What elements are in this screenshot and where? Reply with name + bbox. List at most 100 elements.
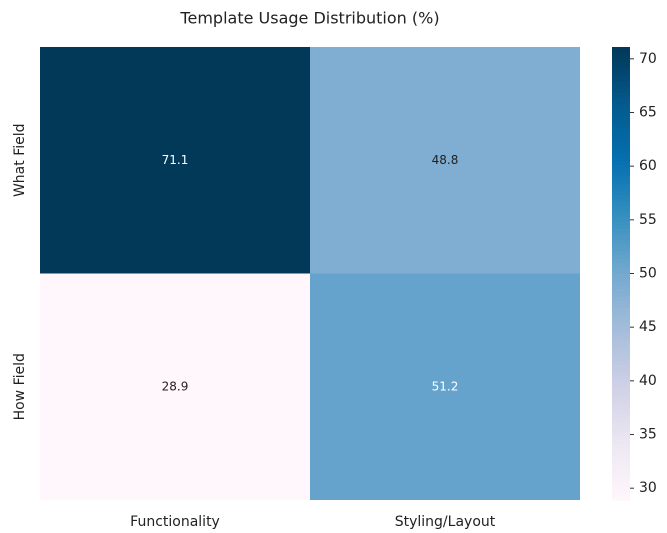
colorbar-segment: [612, 84, 630, 90]
colorbar-segment: [612, 296, 630, 301]
colorbar-tick-label: 30: [639, 480, 657, 496]
colorbar-segment: [612, 69, 630, 75]
colorbar-segment: [612, 413, 630, 418]
colorbar-segment: [612, 352, 630, 358]
colorbar-segment: [612, 386, 630, 392]
colorbar-segment: [612, 447, 630, 452]
colorbar-segment: [612, 258, 630, 263]
colorbar-segment: [612, 390, 630, 395]
colorbar-segment: [612, 54, 630, 59]
colorbar-segment: [612, 220, 630, 226]
colorbar-segment: [612, 148, 630, 154]
colorbar-segment: [612, 182, 630, 188]
colorbar-segment: [612, 488, 630, 494]
colorbar-segment: [612, 367, 630, 373]
colorbar-segment: [612, 254, 630, 259]
colorbar-segment: [612, 394, 630, 399]
colorbar-segment: [612, 50, 630, 56]
cell-label: 28.9: [162, 379, 189, 393]
colorbar-segment: [612, 307, 630, 312]
colorbar-segment: [612, 356, 630, 361]
colorbar-segment: [612, 133, 630, 139]
colorbar-segment: [612, 473, 630, 478]
colorbar-tick-label: 65: [639, 104, 657, 120]
colorbar-segment: [612, 205, 630, 210]
colorbar-segment: [612, 231, 630, 237]
colorbar-segment: [612, 375, 630, 380]
colorbar-segment: [612, 420, 630, 426]
colorbar-segment: [612, 439, 630, 444]
colorbar-segment: [612, 265, 630, 271]
y-tick-label: How Field: [12, 353, 28, 420]
colorbar-segment: [612, 477, 630, 482]
colorbar-segment: [612, 198, 630, 203]
colorbar-segment: [612, 99, 630, 105]
colorbar-segment: [612, 458, 630, 463]
colorbar-segment: [612, 409, 630, 414]
heatmap-cell: [40, 47, 310, 274]
colorbar-segment: [612, 62, 630, 67]
colorbar-segment: [612, 224, 630, 229]
colorbar-segment: [612, 228, 630, 233]
colorbar-segment: [612, 492, 630, 497]
colorbar-segment: [612, 322, 630, 327]
colorbar-segment: [612, 326, 630, 331]
colorbar-segment: [612, 65, 630, 71]
colorbar-tick-label: 45: [639, 319, 657, 335]
colorbar-segment: [612, 156, 630, 161]
colorbar-segment: [612, 77, 630, 82]
colorbar-segment: [612, 114, 630, 120]
colorbar-segment: [612, 80, 630, 86]
chart-title: Template Usage Distribution (%): [179, 9, 439, 28]
colorbar-segment: [612, 496, 630, 501]
colorbar-segment: [612, 269, 630, 275]
colorbar-segment: [612, 179, 630, 184]
colorbar-segment: [612, 299, 630, 305]
colorbar-segment: [612, 111, 630, 116]
colorbar-segment: [612, 47, 630, 52]
colorbar-segment: [612, 209, 630, 214]
colorbar-segment: [612, 122, 630, 127]
colorbar-segment: [612, 262, 630, 267]
colorbar-segment: [612, 424, 630, 429]
heatmap-cell: [310, 273, 580, 500]
colorbar-segment: [612, 364, 630, 369]
x-tick-label: Functionality: [130, 514, 220, 530]
colorbar-segment: [612, 349, 630, 354]
colorbar-tick-label: 55: [639, 212, 657, 228]
colorbar-segment: [612, 443, 630, 448]
colorbar-segment: [612, 428, 630, 433]
colorbar-segment: [612, 118, 630, 124]
colorbar-segment: [612, 303, 630, 309]
colorbar-segment: [612, 435, 630, 441]
colorbar-segment: [612, 235, 630, 241]
colorbar-segment: [612, 379, 630, 384]
colorbar-tick-label: 50: [639, 266, 657, 282]
colorbar-segment: [612, 284, 630, 290]
colorbar-segment: [612, 341, 630, 346]
colorbar-segment: [612, 250, 630, 256]
colorbar-tick-label: 70: [639, 51, 657, 67]
colorbar-segment: [612, 462, 630, 467]
colorbar-segment: [612, 92, 630, 97]
cell-label: 71.1: [162, 153, 189, 167]
colorbar-segment: [612, 345, 630, 350]
colorbar-segment: [612, 484, 630, 490]
colorbar-segment: [612, 194, 630, 199]
colorbar-segment: [612, 337, 630, 343]
colorbar-segment: [612, 186, 630, 192]
colorbar-segment: [612, 107, 630, 112]
colorbar-segment: [612, 398, 630, 403]
colorbar-segment: [612, 164, 630, 169]
colorbar-segment: [612, 469, 630, 475]
x-tick-label: Styling/Layout: [395, 514, 496, 530]
colorbar-segment: [612, 167, 630, 173]
colorbar-segment: [612, 216, 630, 222]
colorbar-segment: [612, 171, 630, 176]
colorbar-segment: [612, 382, 630, 388]
colorbar-segment: [612, 152, 630, 158]
colorbar-tick-label: 35: [639, 427, 657, 443]
colorbar-segment: [612, 333, 630, 339]
colorbar-segment: [612, 288, 630, 293]
